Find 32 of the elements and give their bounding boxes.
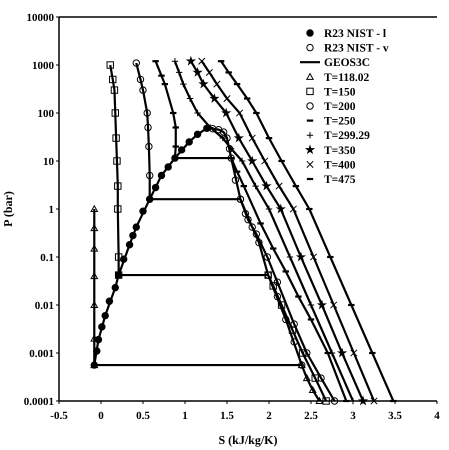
- x-tick-label: 3.5: [388, 410, 402, 422]
- x-tick-label: 1: [182, 410, 188, 422]
- legend-label: T=350: [324, 144, 356, 157]
- x-tick-label: 0.5: [136, 410, 150, 422]
- legend-label: R23 NIST - l: [324, 28, 386, 40]
- legend-label: T=150: [324, 86, 356, 98]
- legend-label: T=299.29: [324, 130, 370, 142]
- legend-label: T=400: [324, 159, 356, 172]
- x-tick-label: 4: [434, 410, 440, 422]
- legend-label: T=475: [324, 174, 356, 186]
- legend-label: GEOS3C: [324, 57, 370, 70]
- y-tick-label: 1000: [32, 60, 54, 72]
- y-tick-label: 0.1: [40, 252, 54, 264]
- legend-label: R23 NIST - v: [324, 42, 389, 55]
- y-axis-title: P (bar): [1, 191, 15, 227]
- y-tick-label: 10: [43, 156, 54, 168]
- x-tick-label: -0.5: [50, 410, 68, 422]
- legend-label: T=118.02: [324, 72, 370, 84]
- x-tick-label: 2: [266, 410, 272, 422]
- y-tick-label: 0.001: [29, 348, 54, 360]
- x-tick-label: 0: [98, 410, 104, 422]
- y-tick-label: 0.0001: [24, 396, 54, 408]
- x-tick-label: 2.5: [304, 410, 318, 422]
- x-tick-label: 3: [350, 410, 356, 422]
- y-tick-label: 10000: [26, 12, 54, 24]
- x-tick-label: 1.5: [220, 410, 234, 422]
- legend-label: T=200: [324, 101, 356, 114]
- y-tick-label: 100: [38, 108, 54, 120]
- legend-label: T=250: [324, 116, 356, 128]
- y-tick-label: 0.01: [34, 300, 54, 312]
- y-tick-label: 1: [48, 204, 54, 216]
- x-axis-title: S (kJ/kg/K): [218, 433, 278, 447]
